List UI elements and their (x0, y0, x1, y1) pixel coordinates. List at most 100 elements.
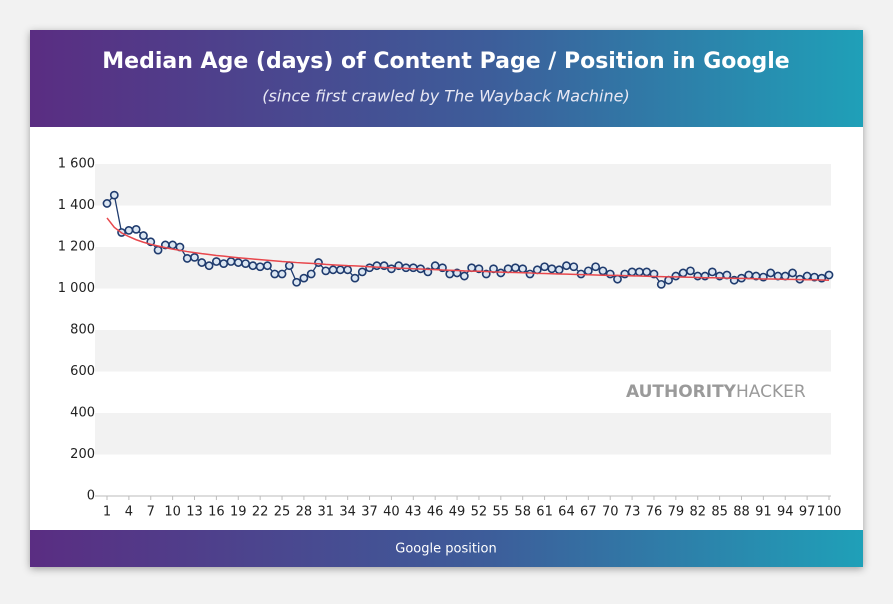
data-point (605, 269, 615, 279)
data-point (430, 261, 440, 271)
data-point (168, 240, 178, 250)
x-tick-label: 7 (147, 505, 155, 520)
x-tick-label: 70 (602, 505, 619, 520)
data-point (292, 277, 302, 287)
data-point (263, 261, 272, 271)
data-point (525, 269, 535, 279)
data-point (511, 263, 520, 273)
x-tick-label: 58 (514, 505, 531, 520)
x-tick-label: 61 (536, 505, 553, 520)
data-point (678, 268, 688, 278)
x-tick-label: 43 (405, 505, 422, 520)
data-point (620, 269, 630, 279)
x-tick-label: 97 (799, 505, 816, 520)
x-tick-label: 34 (339, 505, 356, 520)
data-point (627, 267, 637, 277)
data-point (109, 190, 119, 200)
watermark: HACKER (736, 382, 806, 402)
data-point (693, 271, 703, 281)
y-tick-label: 400 (70, 406, 95, 421)
data-point (248, 261, 258, 271)
data-point (226, 257, 236, 266)
x-tick-label: 88 (733, 505, 750, 520)
x-tick-label: 64 (558, 505, 575, 520)
x-tick-label: 94 (777, 505, 794, 520)
x-tick-label: 91 (755, 505, 772, 520)
data-point (365, 263, 374, 273)
data-point (540, 262, 549, 272)
data-point (343, 265, 353, 275)
data-point (459, 271, 469, 281)
data-point (131, 224, 141, 234)
data-point (496, 268, 506, 278)
data-point (547, 264, 557, 274)
data-point (372, 261, 382, 271)
x-tick-label: 31 (318, 505, 335, 520)
x-tick-label: 85 (711, 505, 728, 520)
grid-band (95, 330, 831, 372)
data-point (306, 269, 316, 279)
data-point (335, 265, 345, 275)
data-point (233, 258, 243, 267)
data-point (554, 265, 564, 275)
data-point (707, 267, 717, 277)
data-point (634, 267, 644, 277)
data-point (700, 271, 710, 281)
data-point (664, 275, 673, 285)
data-point (314, 258, 323, 267)
data-point (204, 261, 214, 271)
x-tick-label: 49 (449, 505, 466, 520)
data-point (686, 266, 695, 276)
data-point (613, 274, 622, 284)
x-tick-label: 67 (580, 505, 597, 520)
data-point (357, 267, 367, 277)
data-point (102, 199, 112, 208)
data-point (802, 271, 812, 281)
grid-band (95, 164, 831, 206)
data-point (153, 245, 163, 255)
x-tick-label: 73 (624, 505, 641, 520)
x-tick-label: 16 (208, 505, 225, 520)
data-point (241, 259, 250, 268)
data-point (744, 270, 754, 280)
y-tick-label: 1 200 (58, 240, 95, 255)
data-point (284, 261, 294, 271)
data-point (350, 273, 360, 283)
x-tick-label: 46 (427, 505, 444, 520)
x-tick-label: 28 (296, 505, 313, 520)
plot: 0 200 400 600 800 1 000 1 200 1 400 1 600 1 4 7 10 13… (58, 157, 842, 520)
data-point (569, 262, 579, 272)
data-point (671, 271, 681, 281)
data-point (824, 270, 834, 280)
x-tick-label: 76 (646, 505, 663, 520)
x-tick-label: 10 (164, 505, 181, 520)
data-point (408, 263, 418, 273)
data-point (503, 264, 513, 274)
data-point (532, 265, 542, 275)
data-point (656, 279, 666, 289)
series-line (106, 217, 830, 281)
watermark: AUTHORITY (626, 382, 737, 402)
x-tick-label: 52 (471, 505, 488, 520)
data-point (387, 264, 396, 274)
y-tick-label: 200 (70, 447, 95, 462)
footer-band (30, 530, 863, 567)
x-axis-label: Google position (395, 542, 496, 557)
x-tick-label: 79 (668, 505, 685, 520)
y-tick-label: 800 (70, 323, 95, 338)
y-tick-label: 1 400 (58, 198, 95, 213)
data-point (219, 259, 229, 268)
data-point (255, 262, 265, 272)
x-tick-label: 13 (186, 505, 203, 520)
data-point (182, 254, 192, 263)
x-tick-label: 37 (361, 505, 378, 520)
y-tick-label: 600 (70, 364, 95, 379)
data-point (445, 269, 455, 279)
data-point (766, 268, 776, 278)
data-point (321, 266, 331, 276)
data-point (591, 262, 601, 272)
data-point (562, 261, 571, 271)
x-tick-label: 4 (125, 505, 133, 520)
data-point (788, 268, 797, 278)
